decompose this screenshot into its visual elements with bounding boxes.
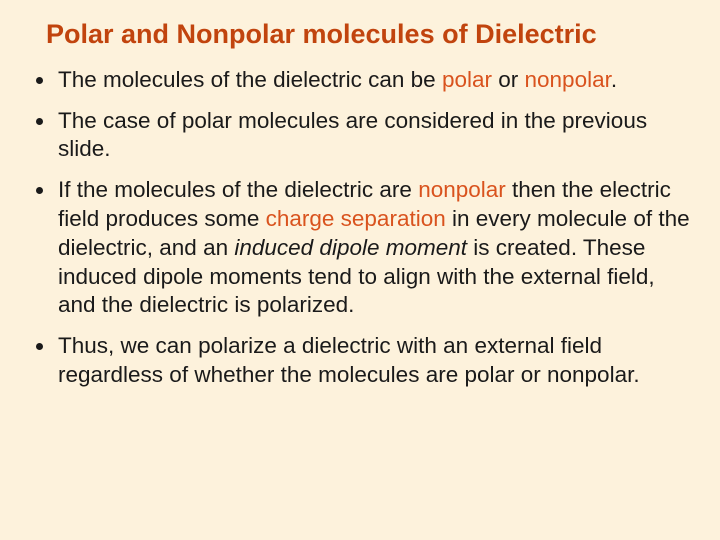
highlight-nonpolar: nonpolar [525,67,611,92]
highlight-charge-separation: charge separation [266,206,446,231]
bullet-2: The case of polar molecules are consider… [56,107,692,165]
text: . [611,67,617,92]
bullet-3: If the molecules of the dielectric are n… [56,176,692,320]
bullet-list: The molecules of the dielectric can be p… [28,66,692,390]
text: If the molecules of the dielectric are [58,177,418,202]
text: The molecules of the dielectric can be [58,67,442,92]
text: Thus, we can polarize a dielectric with … [58,333,640,387]
text: The case of polar molecules are consider… [58,108,647,162]
bullet-1: The molecules of the dielectric can be p… [56,66,692,95]
slide-title: Polar and Nonpolar molecules of Dielectr… [46,18,692,52]
slide: Polar and Nonpolar molecules of Dielectr… [0,0,720,540]
highlight-nonpolar: nonpolar [418,177,506,202]
bullet-4: Thus, we can polarize a dielectric with … [56,332,692,390]
highlight-polar: polar [442,67,492,92]
text: or [492,67,525,92]
italic-induced-dipole-moment: induced dipole moment [234,235,467,260]
